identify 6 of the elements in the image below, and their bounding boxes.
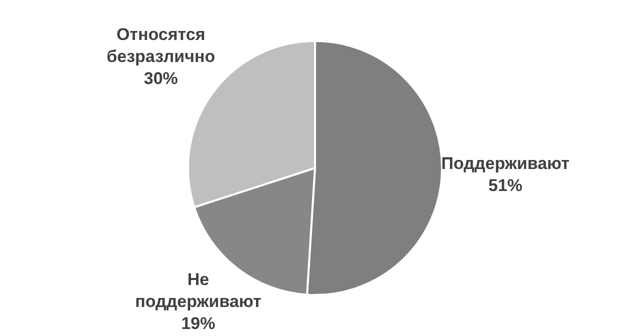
slice-label: Относятся безразлично [106,25,216,66]
data-label: 19% [181,314,216,333]
slice-label: Поддерживают [441,154,570,173]
data-label: 30% [144,69,178,88]
slice-label: Не поддерживают [135,270,262,311]
data-label: 51% [488,176,522,195]
